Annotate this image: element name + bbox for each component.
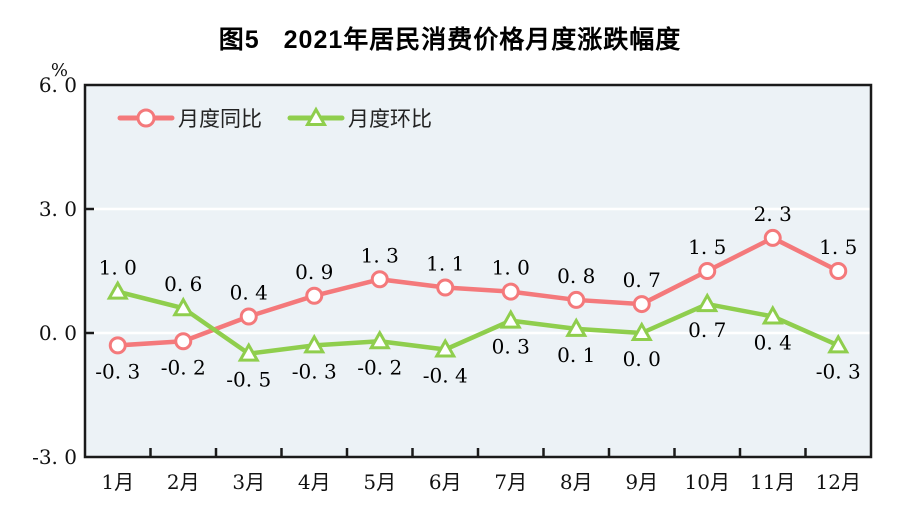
data-point-circle [632,295,651,314]
data-point-circle [239,307,258,326]
data-point-triangle [565,317,588,337]
data-point-circle [108,336,127,355]
series-line [115,235,841,348]
x-tick-label: 10月 [685,470,730,494]
legend-triangle-marker [304,106,328,126]
point-value-label: 0. 8 [557,264,595,288]
figure-title-text: 2021年居民消费价格月度涨跌幅度 [283,26,682,54]
data-point-circle [305,286,324,305]
data-point-circle [829,262,848,280]
data-point-circle [370,270,389,289]
data-point-circle [698,262,717,280]
data-point-circle [763,228,782,247]
y-tick-label: 0. 0 [39,321,77,345]
plot-area [85,85,871,457]
data-point-circle [501,282,520,301]
legend-label: 月度环比 [348,107,432,131]
point-value-label: -0. 3 [816,359,861,383]
point-value-label: -0. 2 [357,355,402,379]
point-value-label: -0. 3 [95,359,140,383]
series-line [115,289,841,356]
x-tick-label: 1月 [101,470,134,494]
point-value-label: 0. 1 [557,343,595,367]
y-tick-label: 6. 0 [39,73,77,97]
point-value-label: 0. 6 [164,272,202,296]
data-point-circle [436,278,455,297]
x-tick-label: 5月 [363,470,396,494]
point-value-label: 2. 3 [754,202,792,226]
point-value-label: 0. 9 [295,260,333,284]
data-point-triangle [237,342,260,362]
chart-title: 图5 2021年居民消费价格月度涨跌幅度 [0,20,900,56]
data-point-triangle [172,296,195,317]
data-point-triangle [761,304,784,325]
point-value-label: 1. 0 [99,256,137,280]
point-value-label: -0. 2 [161,355,206,379]
point-value-label: 0. 3 [492,335,530,359]
point-value-label: -0. 5 [226,368,271,392]
point-value-label: 1. 3 [361,243,399,267]
x-tick-label: 6月 [429,470,462,494]
series-月度同比 [108,228,848,355]
data-point-triangle [827,333,850,354]
x-tick-label: 4月 [298,470,331,494]
data-point-circle [567,290,586,309]
data-point-triangle [499,309,522,329]
legend: 月度同比 月度环比 [117,106,432,131]
data-point-triangle [696,292,719,313]
point-value-label: 0. 0 [623,347,661,371]
point-value-label: -0. 3 [292,359,337,383]
point-value-label: 1. 1 [426,252,464,276]
y-tick-label: 3. 0 [39,197,77,221]
data-point-triangle [368,329,391,350]
x-tick-label: 3月 [232,470,265,494]
x-tick-label: 12月 [816,470,861,494]
point-value-label: 0. 4 [230,280,268,304]
x-tick-label: 8月 [560,470,593,494]
point-value-label: 0. 7 [688,318,726,342]
data-point-triangle [630,321,653,341]
legend-label: 月度同比 [178,107,262,131]
point-value-label: -0. 4 [423,364,468,388]
data-point-triangle [106,280,129,300]
x-tick-label: 2月 [167,470,200,494]
point-value-label: 1. 0 [492,256,530,280]
point-value-label: 0. 4 [754,330,792,354]
point-value-label: 0. 7 [623,268,661,292]
data-point-triangle [434,337,457,358]
x-tick-label: 7月 [494,470,527,494]
series-月度环比 [106,280,850,362]
data-point-triangle [303,333,326,354]
legend-circle-marker [136,108,156,128]
figure-number: 图5 [218,26,260,54]
y-axis-unit-label: % [51,60,68,81]
point-value-label: 1. 5 [819,235,857,259]
data-point-circle [174,332,193,351]
point-value-label: 1. 5 [688,235,726,259]
x-tick-label: 11月 [750,470,795,494]
y-tick-label: -3. 0 [32,445,77,469]
x-tick-label: 9月 [625,470,658,494]
